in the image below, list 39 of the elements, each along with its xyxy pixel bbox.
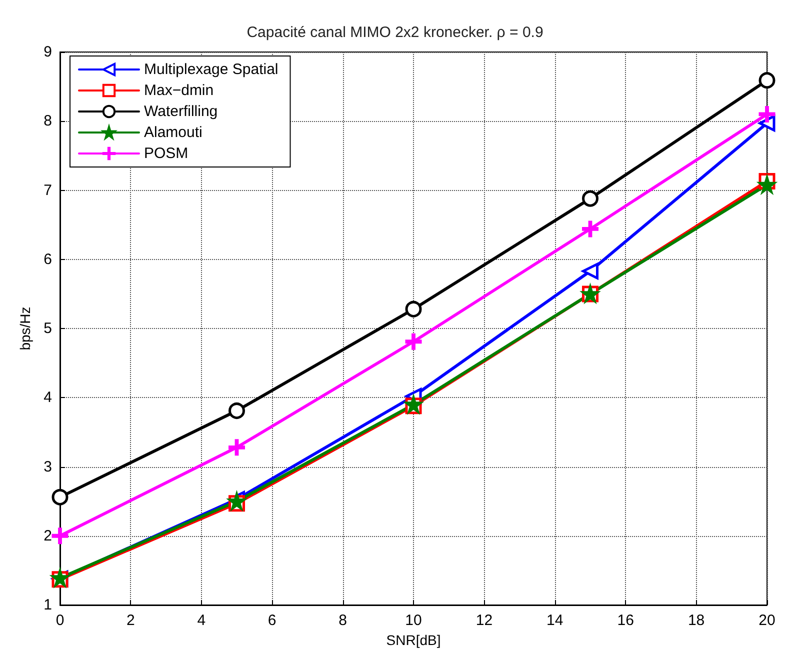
point: [228, 439, 245, 456]
x-tick-label: 14: [546, 612, 564, 629]
chart-title: Capacité canal MIMO 2x2 kronecker. ρ = 0.9: [246, 24, 544, 41]
x-tick-label: 10: [405, 612, 422, 629]
y-tick-label: 7: [44, 182, 52, 199]
point: [582, 220, 598, 238]
x-tick-label: 6: [268, 612, 276, 629]
y-tick-label: 2: [44, 527, 52, 544]
x-tick-label: 16: [617, 612, 634, 629]
x-tick-label: 2: [126, 612, 135, 629]
y-tick-label: 9: [44, 44, 52, 60]
legend-label: Max−dmin: [144, 82, 214, 99]
point: [582, 190, 598, 207]
legend-label: Waterfilling: [144, 103, 218, 120]
point: [52, 528, 68, 544]
y-tick-label: 6: [44, 250, 52, 268]
point: [582, 262, 598, 280]
legend-label: Alamouti: [144, 124, 202, 141]
point: [405, 333, 422, 350]
x-tick-label: 20: [758, 612, 776, 629]
y-tick-label: 5: [44, 320, 52, 337]
point: [228, 402, 245, 420]
x-axis-title: SNR[dB]: [386, 632, 441, 648]
x-tick-label: 0: [56, 612, 64, 629]
x-tick-label: 8: [338, 612, 347, 629]
point: [758, 106, 776, 122]
y-axis-title: bps/Hz: [17, 306, 33, 350]
y-tick-label: 3: [44, 458, 52, 476]
y-tick-label: 4: [44, 389, 52, 406]
legend-label: POSM: [144, 145, 188, 162]
point: [52, 488, 68, 506]
x-tick-label: 4: [197, 612, 206, 629]
x-tick-label: 12: [476, 612, 493, 629]
y-tick-label: 1: [44, 596, 52, 614]
x-tick-label: 18: [688, 612, 705, 629]
legend-label: Multiplexage Spatial: [144, 61, 278, 78]
point: [405, 300, 422, 318]
point: [758, 72, 776, 89]
y-tick-label: 8: [44, 112, 52, 130]
